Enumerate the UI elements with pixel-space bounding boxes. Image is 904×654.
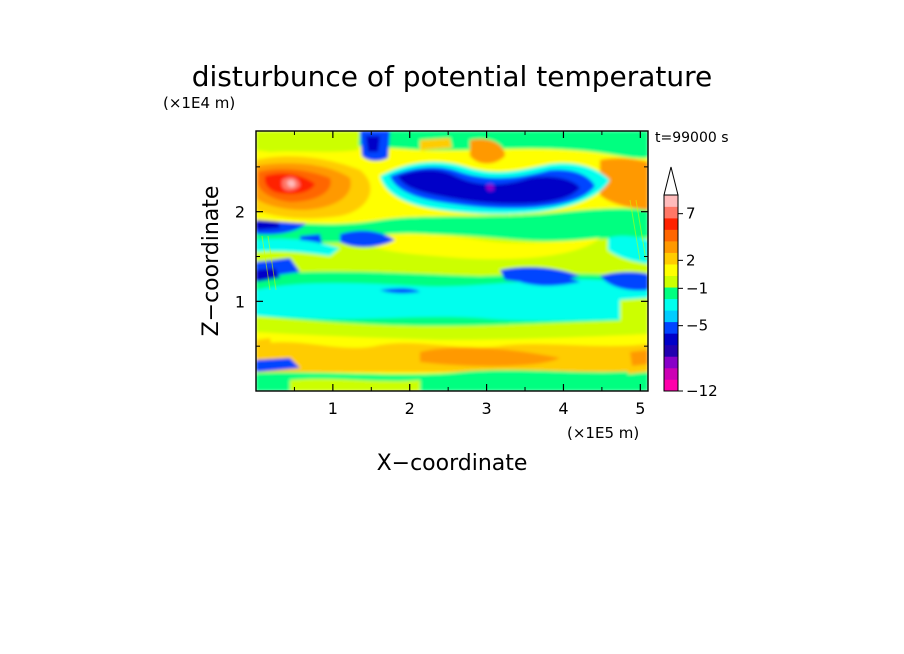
x-tick-label: 4 [558, 399, 568, 418]
colorbar-segment [664, 241, 678, 253]
plot-frame [255, 130, 649, 392]
colorbar-segment [664, 195, 678, 207]
colorbar-segment [664, 379, 678, 392]
y-tick-label: 2 [235, 203, 245, 222]
x-axis-label: X−coordinate [377, 451, 528, 476]
y-axis-ticks: 12 [235, 166, 648, 347]
colorbar-segment [664, 252, 678, 265]
colorbar-tick-label: 7 [686, 205, 696, 223]
colorbar-segment [664, 229, 678, 242]
x-tick-label: 1 [328, 399, 338, 418]
y-tick-label: 1 [235, 292, 245, 311]
colorbar-segment [664, 218, 678, 230]
colorbar-segment [664, 321, 678, 334]
time-label: t=99000 s [655, 130, 729, 146]
colorbar-segment [664, 356, 678, 369]
contour-field [256, 131, 648, 391]
colorbar-segment [664, 344, 678, 357]
x-axis-ticks: 1 2 3 4 5 [293, 131, 645, 418]
chart-title: disturbunce of potential temperature [192, 60, 713, 93]
colorbar-tick-label: −1 [686, 279, 708, 297]
colorbar-segment [664, 333, 678, 346]
colorbar-tick-label: −12 [686, 382, 718, 400]
x-axis-unit: (×1E5 m) [567, 424, 639, 442]
y-axis-label: Z−coordinate [199, 186, 224, 337]
colorbar: −12−5−127 [663, 166, 718, 400]
colorbar-segment [664, 367, 678, 380]
colorbar-segment [664, 298, 678, 311]
colorbar-tick-label: −5 [686, 317, 708, 335]
colorbar-segment [664, 206, 678, 219]
colorbar-segment [664, 275, 678, 288]
x-tick-label: 5 [635, 399, 645, 418]
x-tick-label: 2 [405, 399, 415, 418]
x-tick-label: 3 [481, 399, 491, 418]
colorbar-tick-label: 2 [686, 251, 696, 269]
colorbar-segment [664, 310, 678, 323]
colorbar-segment [664, 287, 678, 300]
colorbar-segment [664, 264, 678, 277]
colorbar-extend-arrow [663, 166, 679, 196]
y-axis-unit: (×1E4 m) [163, 94, 235, 112]
